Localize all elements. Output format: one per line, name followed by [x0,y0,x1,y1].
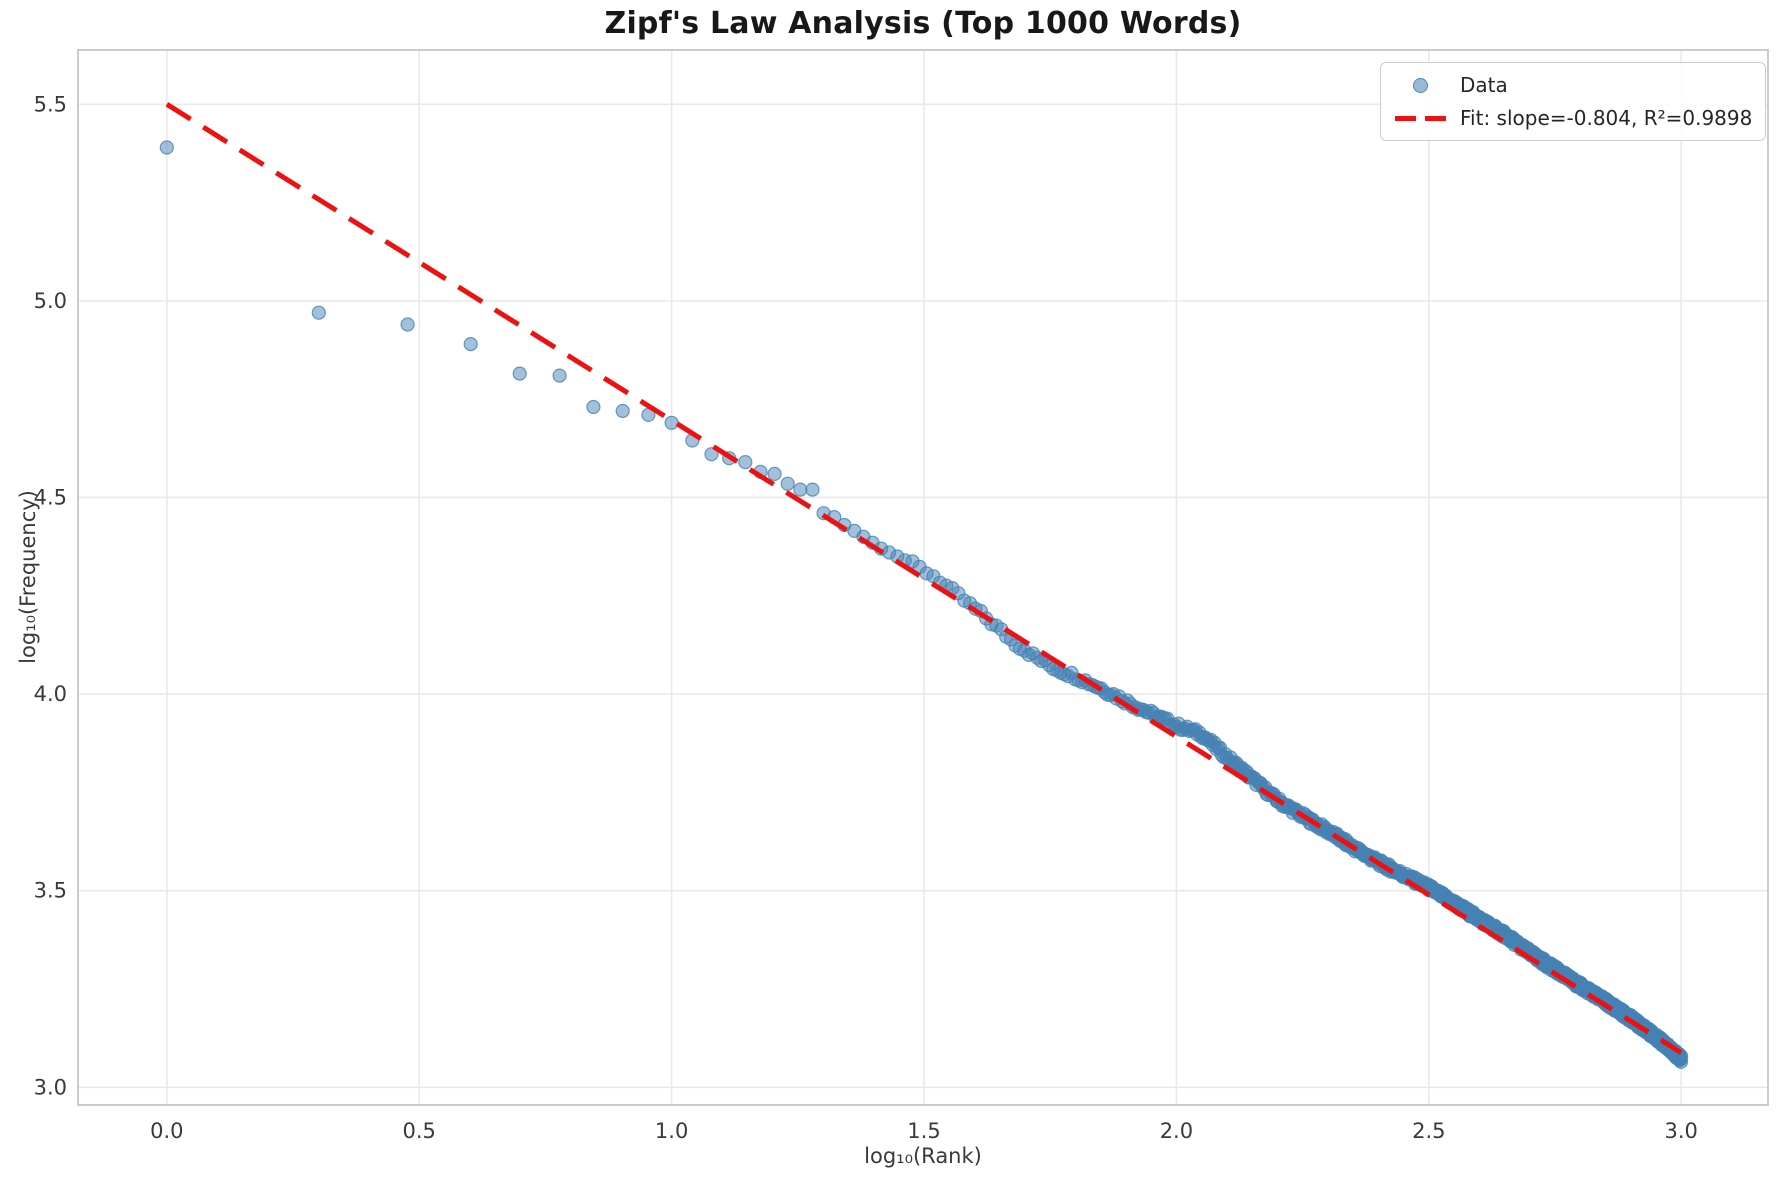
x-tick-label: 1.0 [655,1119,688,1143]
fit-dash-icon [1394,115,1416,121]
data-point [780,476,795,491]
data-marker-icon [1412,77,1428,93]
x-tick-label: 2.0 [1160,1119,1193,1143]
data-point [512,366,527,381]
legend: Data Fit: slope=-0.804, R²=0.9898 [1380,62,1766,141]
data-point [463,337,478,352]
y-tick-label: 5.5 [34,92,67,116]
legend-fit-label: Fit: slope=-0.804, R²=0.9898 [1460,106,1753,130]
data-point [311,305,326,320]
data-point [767,466,782,481]
x-tick-label: 0.5 [403,1119,436,1143]
y-tick-label: 3.5 [34,879,67,903]
data-point [664,415,679,430]
legend-row-fit: Fit: slope=-0.804, R²=0.9898 [1393,105,1753,131]
legend-row-data: Data [1393,72,1753,98]
data-point [615,403,630,419]
data-point [805,482,820,497]
fit-line [165,102,1683,1055]
data-point [159,140,174,155]
chart-title: Zipf's Law Analysis (Top 1000 Words) [604,6,1242,41]
y-tick-label: 4.0 [34,682,67,706]
y-tick-label: 5.0 [34,289,67,313]
x-tick-label: 3.0 [1664,1119,1697,1143]
x-tick-labels: 0.0 0.5 1.0 1.5 2.0 2.5 3.0 [150,1119,1698,1143]
data-point [738,455,753,470]
x-tick-label: 0.0 [150,1119,183,1143]
legend-fit-handle [1393,115,1447,121]
y-tick-label: 4.5 [34,485,67,509]
x-axis-label: log₁₀(Rank) [864,1144,982,1168]
y-axis-label: log₁₀(Frequency) [16,490,40,664]
y-tick-labels: 3.0 3.5 4.0 4.5 5.0 5.5 [34,92,67,1099]
data-point [400,317,415,332]
data-point [704,447,719,462]
data-point [552,368,567,383]
y-tick-label: 3.0 [34,1075,67,1099]
x-tick-label: 2.5 [1412,1119,1445,1143]
data-point [793,482,808,497]
axes-spines [77,49,1769,1106]
gridlines [78,50,1768,1105]
x-tick-label: 1.5 [907,1119,940,1143]
data-point [586,399,601,415]
legend-data-label: Data [1460,73,1508,97]
fit-dash-icon [1424,115,1446,121]
legend-data-handle [1393,77,1447,93]
